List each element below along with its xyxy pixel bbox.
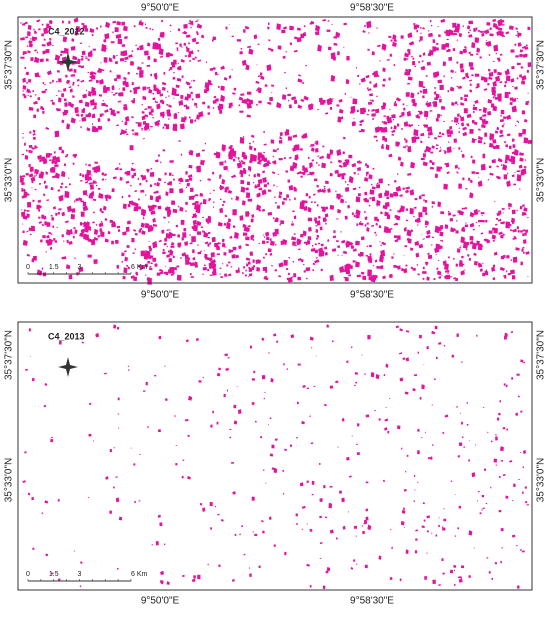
map-panel: C4_2013 0 1.5 3 6 Km 9°50'0"E 9°58'30"E 9°50'0"… [4,290,547,607]
longitude-label: 9°58'30"E [350,3,394,14]
map-frame [17,321,533,591]
land-patches [22,324,530,590]
latitude-label: 35°37'30"N [536,330,547,380]
scale-label: 6 Km [131,571,148,578]
scale-label: 3 [78,264,82,271]
land-patches [19,17,532,285]
north-arrow [58,357,78,377]
map-panel: C4_2012 0 1.5 3 6 Km 9°50'0"E 9°58'30"E 35°37'3… [4,3,547,285]
scale-label: 6 Km [131,264,148,271]
scale-label: 3 [78,571,82,578]
map-frame [17,16,533,284]
latitude-label: 35°37'30"N [4,40,15,90]
longitude-label: 9°50'0"E [141,596,180,607]
latitude-label: 35°33'0"N [536,458,547,503]
latitude-label: 35°37'30"N [4,330,15,380]
latitude-label: 35°37'30"N [536,40,547,90]
panel-title: C4_2012 [48,26,85,36]
longitude-label: 9°58'30"E [350,290,394,301]
latitude-label: 35°33'0"N [536,158,547,203]
latitude-label: 35°33'0"N [4,158,15,203]
longitude-label: 9°50'0"E [141,3,180,14]
longitude-label: 9°50'0"E [141,290,180,301]
scale-label: 1.5 [49,571,59,578]
scale-label: 0 [26,264,30,271]
north-arrow [58,52,78,72]
scale-label: 0 [26,571,30,578]
latitude-label: 35°33'0"N [4,458,15,503]
scale-label: 1.5 [49,264,59,271]
panel-title: C4_2013 [48,331,85,341]
longitude-label: 9°58'30"E [350,596,394,607]
